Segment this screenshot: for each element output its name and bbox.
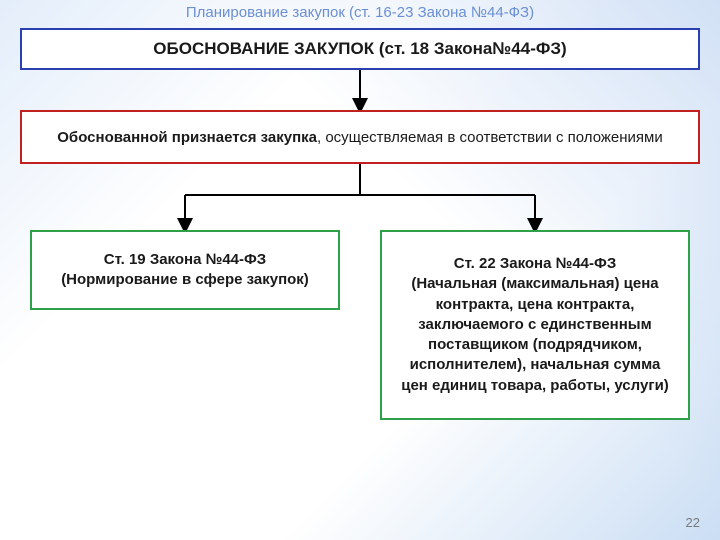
page-number: 22 [686,515,700,530]
definition-rest: , осуществляемая в соответствии с положе… [317,129,663,146]
definition-text: Обоснованной признается закупка, осущест… [57,129,662,146]
left-branch-line1: Ст. 19 Закона №44-ФЗ [104,251,266,268]
right-branch-line1: Ст. 22 Закона №44-ФЗ [454,255,616,272]
definition-bold: Обоснованной признается закупка [57,129,317,146]
right-branch-rest: (Начальная (максимальная) цена контракта… [401,275,669,393]
left-branch-line2: (Нормирование в сфере закупок) [61,271,309,288]
page-title: Планирование закупок (ст. 16-23 Закона №… [0,4,720,21]
title-box-text: ОБОСНОВАНИЕ ЗАКУПОК (ст. 18 Закона№44-ФЗ… [153,39,566,59]
left-branch-text: Ст. 19 Закона №44-ФЗ (Нормирование в сфе… [61,250,309,291]
left-branch-box: Ст. 19 Закона №44-ФЗ (Нормирование в сфе… [30,230,340,310]
right-branch-box: Ст. 22 Закона №44-ФЗ (Начальная (максима… [380,230,690,420]
definition-box: Обоснованной признается закупка, осущест… [20,110,700,164]
right-branch-text: Ст. 22 Закона №44-ФЗ (Начальная (максима… [396,254,674,396]
title-box: ОБОСНОВАНИЕ ЗАКУПОК (ст. 18 Закона№44-ФЗ… [20,28,700,70]
